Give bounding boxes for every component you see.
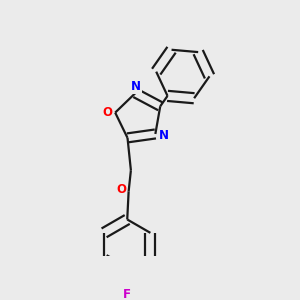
Text: O: O: [102, 106, 112, 118]
Text: O: O: [117, 183, 127, 196]
Text: N: N: [159, 129, 169, 142]
Text: F: F: [123, 288, 131, 300]
Text: N: N: [131, 80, 141, 93]
